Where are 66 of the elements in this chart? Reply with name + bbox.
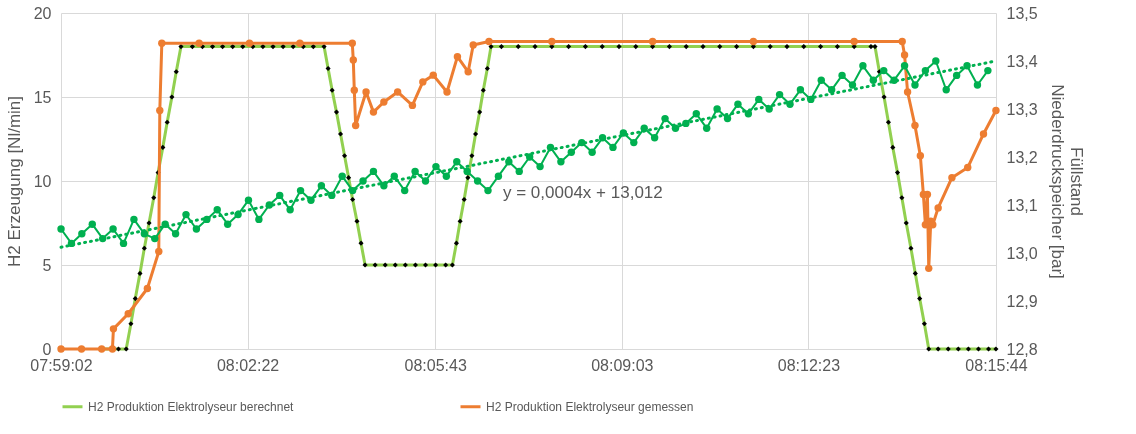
y2-tick-label: 12,9 [1006,292,1038,310]
point [77,345,86,353]
y2-tick-label: 12,8 [1006,340,1038,358]
x-tick-label: 08:02:22 [216,356,280,374]
point [469,41,477,49]
point [900,51,909,59]
point [911,121,919,130]
point [156,106,164,115]
point [155,247,163,256]
y2-tick-label: 13,4 [1006,52,1038,70]
x-tick-label: 08:09:03 [591,356,654,374]
y-tick-label: 10 [33,172,52,190]
point [464,68,472,76]
legend-label: H2 Produktion Elektrolyseur berechnet [88,399,295,414]
y2-tick-label: 13,5 [1006,4,1038,22]
point [109,325,118,333]
point [979,130,988,138]
y-axis-title: H2 Erzeugung [Nl/min] [4,95,24,268]
point [453,52,462,61]
point [948,173,956,182]
point [485,37,493,46]
point [749,37,758,46]
y2-tick-label: 13,3 [1006,100,1038,118]
point [903,88,912,96]
point [443,88,451,96]
legend-label: H2 Produktion Elektrolyseur gemessen [486,399,694,414]
y2-axis-title: Füllstand Niederdruckspeicher [bar] [1047,84,1086,279]
y-tick-label: 5 [42,256,52,274]
point [195,39,203,47]
point [350,86,359,94]
annotation: y = 0,0004x + 13,012 [503,183,663,202]
point [143,284,152,293]
point [850,37,858,46]
y2-tick-label: 13,0 [1006,244,1038,262]
point [393,88,402,96]
point [419,78,427,86]
x-tick-label: 08:15:44 [965,356,1028,374]
point [964,163,972,172]
y2-tick-label: 13,2 [1006,148,1038,166]
x-tick-label: 07:59:02 [30,356,93,374]
point [934,204,942,212]
point [925,264,933,273]
point [57,345,65,353]
x-tick-label: 08:05:43 [404,356,467,374]
point [380,98,388,106]
point [124,310,132,318]
point [898,37,906,46]
x-tick-label: 08:12:23 [777,356,841,374]
point [296,39,304,47]
point [351,121,360,130]
y2-tick-label: 13,1 [1006,196,1038,214]
point [916,152,925,160]
point [349,56,357,64]
point [245,39,254,47]
point [429,71,437,79]
point [362,88,370,96]
point [648,37,657,46]
y-tick-label: 20 [33,4,52,22]
point [408,101,417,110]
point [348,39,356,47]
point [992,106,1000,115]
y-tick-label: 15 [33,88,52,106]
point [158,39,166,47]
y-tick-label: 0 [42,340,52,358]
point [369,108,378,116]
point [548,37,556,46]
